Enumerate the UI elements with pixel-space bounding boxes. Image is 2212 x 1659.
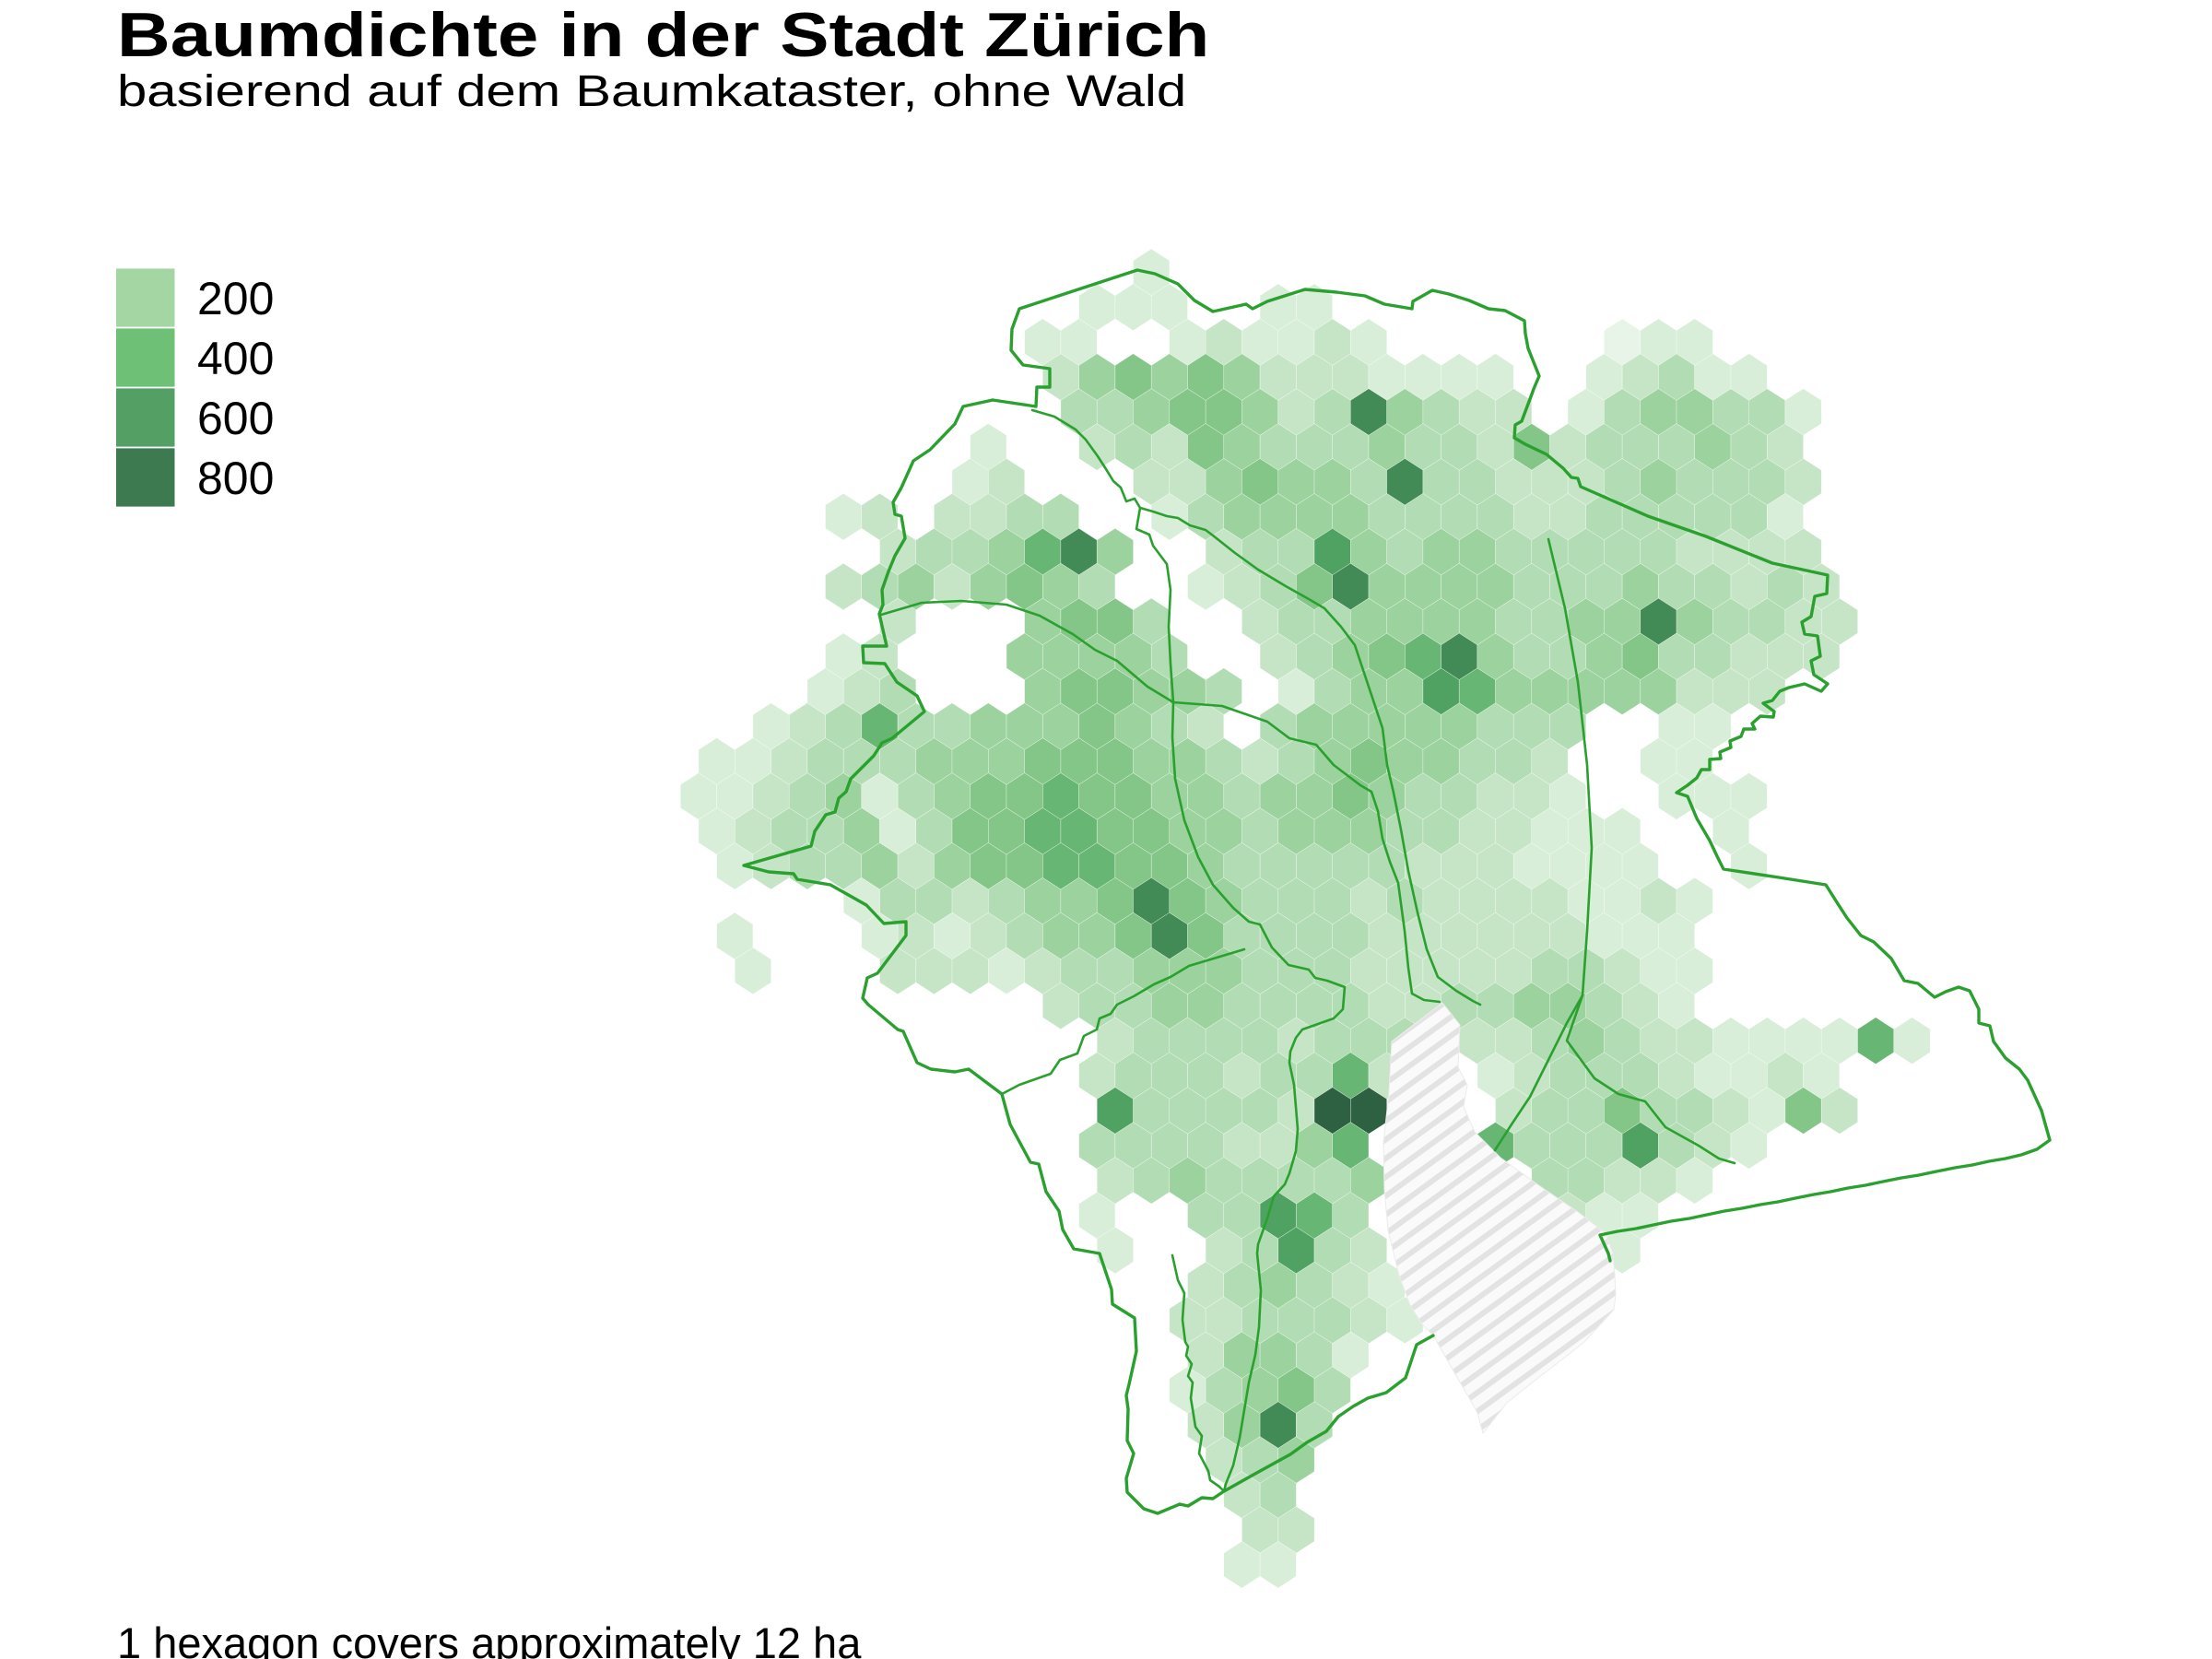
svg-text:800: 800 bbox=[197, 453, 274, 504]
svg-text:600: 600 bbox=[197, 393, 274, 444]
svg-text:200: 200 bbox=[197, 273, 274, 324]
svg-text:400: 400 bbox=[197, 333, 274, 384]
